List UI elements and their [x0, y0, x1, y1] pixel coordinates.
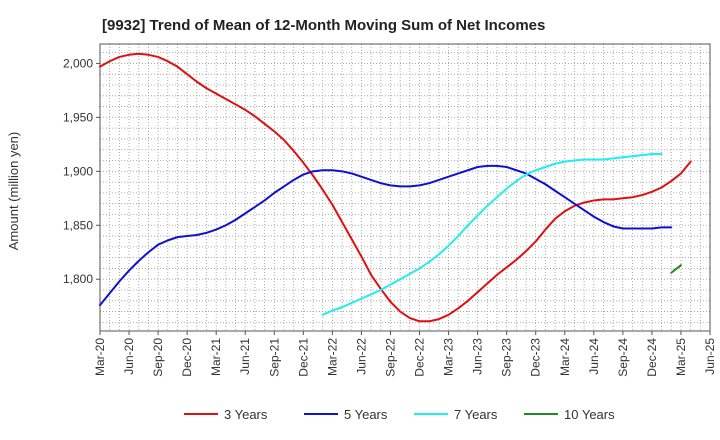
x-tick-label: Jun-23 — [471, 338, 485, 375]
legend: 3 Years 5 Years 7 Years 10 Years — [184, 407, 615, 422]
x-tick-label: Mar-23 — [442, 338, 456, 376]
x-tick-label: Jun-21 — [238, 338, 252, 375]
legend-label-3-years: 3 Years — [224, 407, 268, 422]
x-tick-label: Dec-20 — [180, 338, 194, 377]
plot-background — [100, 44, 710, 331]
x-tick-label: Dec-23 — [529, 338, 543, 377]
series-line-3-years — [99, 52, 692, 323]
x-tick-label: Mar-24 — [558, 338, 572, 376]
legend-label-7-years: 7 Years — [454, 407, 498, 422]
y-tick-label: 1,850 — [63, 218, 93, 232]
y-tick-label: 1,900 — [63, 164, 93, 178]
chart-title: [9932] Trend of Mean of 12-Month Moving … — [102, 17, 545, 34]
plot-frame — [99, 43, 711, 332]
x-tick-label: Jun-25 — [703, 338, 717, 375]
x-tick-label: Jun-22 — [354, 338, 368, 375]
legend-label-10-years: 10 Years — [564, 407, 615, 422]
x-tick-label: Mar-25 — [674, 338, 688, 376]
series-line-5-years — [99, 164, 673, 307]
x-tick-label: Mar-21 — [209, 338, 223, 376]
x-tick-label: Sep-22 — [383, 338, 397, 377]
x-tick-label: Jun-24 — [587, 338, 601, 375]
x-tick-label: Sep-24 — [616, 338, 630, 377]
x-tick-label: Dec-21 — [296, 338, 310, 377]
x-tick-label: Sep-21 — [267, 338, 281, 377]
series-line-10-years — [670, 264, 682, 274]
x-tick-label: Mar-22 — [325, 338, 339, 376]
series-line-7-years — [321, 153, 663, 316]
y-tick-label: 2,000 — [63, 56, 93, 70]
x-tick-label: Sep-23 — [500, 338, 514, 377]
x-tick-label: Dec-22 — [413, 338, 427, 377]
x-tick-label: Dec-24 — [645, 338, 659, 377]
plot-area: 1,800 1,850 1,900 1,950 2,000 Mar-20 Jun-20 Sep… — [63, 43, 717, 377]
x-tick-label: Jun-20 — [122, 338, 136, 375]
y-tick-label: 1,800 — [63, 272, 93, 286]
y-tick-label: 1,950 — [63, 110, 93, 124]
x-tick-label: Sep-20 — [151, 338, 165, 377]
y-axis-label: Amount (million yen) — [6, 132, 21, 251]
x-tick-label: Mar-20 — [93, 338, 107, 376]
legend-label-5-years: 5 Years — [344, 407, 388, 422]
